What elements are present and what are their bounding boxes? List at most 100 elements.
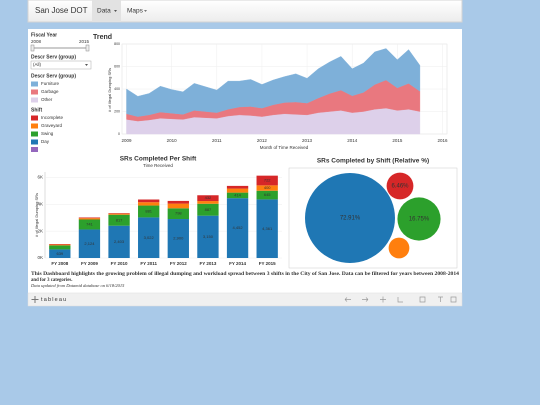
dropdown-value: (All) — [33, 62, 41, 67]
x-tick-label: FY 2014 — [229, 261, 246, 266]
x-tick-label: FY 2013 — [199, 261, 216, 266]
bar-segment — [49, 245, 71, 250]
bar-segment — [256, 175, 278, 186]
x-tick-label: 2011 — [212, 138, 222, 143]
bar-segment — [256, 190, 278, 200]
legend-swatch — [31, 139, 38, 145]
bar-segment — [108, 225, 130, 258]
slider-max: 2015 — [79, 39, 90, 44]
legend-swatch — [31, 115, 38, 121]
bar-segment — [167, 203, 189, 209]
value-label: 2,900 — [173, 236, 184, 241]
bar-segment — [167, 208, 189, 220]
value-label: 2,124 — [84, 241, 95, 246]
value-label: 432 — [205, 195, 212, 200]
logo-mark — [31, 296, 39, 303]
bar-segment — [138, 199, 160, 203]
x-tick-label: FY 2015 — [259, 261, 276, 266]
bar-segment — [49, 244, 71, 245]
x-tick-label: FY 2009 — [81, 261, 98, 266]
toolbar — [27, 292, 463, 307]
filter-title: Fiscal Year — [31, 32, 57, 38]
slider-handle[interactable] — [85, 44, 90, 52]
chart-subtitle: Time Received — [143, 163, 173, 168]
value-label: 414 — [234, 192, 241, 197]
value-label: 645 — [264, 192, 271, 197]
menu-item[interactable]: Data — [97, 8, 111, 15]
x-axis-label: Month of Time Received — [260, 145, 309, 150]
bar-segment — [78, 219, 101, 230]
chart-title: SRs Completed by Shift (Relative %) — [317, 158, 429, 165]
legend-label: Garbage — [41, 89, 59, 94]
legend-label: Graveyard — [41, 123, 63, 128]
y-tick-label: 2K — [37, 228, 43, 233]
dropdown-caret — [85, 64, 88, 66]
bar-segment — [78, 218, 101, 220]
bar-segment — [108, 214, 130, 226]
value-label: 639 — [56, 251, 63, 256]
y-tick-label: 0 — [118, 132, 120, 136]
value-label: 400 — [264, 185, 271, 190]
y-tick-label: 6K — [37, 175, 43, 180]
bubble — [305, 173, 395, 263]
toolbar-icons[interactable] — [344, 296, 457, 303]
bar-segment — [138, 205, 160, 218]
bar-segment — [78, 229, 101, 258]
caret — [114, 10, 117, 12]
bubble-panel — [288, 167, 458, 269]
legend-swatch — [31, 89, 38, 95]
bar-segment — [226, 188, 249, 193]
y-tick-label: 600 — [114, 64, 120, 68]
legend-label: Day — [41, 139, 50, 144]
y-axis-label: # of Illegal Dumping SRs — [107, 68, 112, 112]
bar-segment — [49, 244, 71, 246]
legend-label: Furniture — [41, 81, 60, 86]
bar-segment — [138, 202, 160, 206]
legend-swatch — [31, 97, 38, 103]
bar-segment — [138, 217, 160, 258]
value-label: 72.91% — [340, 216, 361, 222]
legend-label: Swing — [41, 131, 54, 136]
x-tick-label: 2012 — [257, 138, 268, 143]
description: This Dashboard highlights the growing pr… — [31, 272, 460, 277]
value-label: 817 — [116, 217, 123, 222]
y-axis-label: # of Illegal Dumping SRs — [34, 193, 39, 237]
note: Data updated from Datamid database on 6/… — [30, 283, 125, 288]
legend-swatch — [31, 147, 38, 152]
x-tick-label: FY 2012 — [170, 261, 187, 266]
x-tick-label: FY 2008 — [51, 261, 68, 266]
x-tick-label: FY 2011 — [140, 261, 157, 266]
active-menu — [92, 0, 121, 22]
y-tick-label: 0K — [37, 255, 43, 260]
legend-swatch — [31, 123, 38, 129]
bar-segment — [226, 185, 249, 189]
dropdown[interactable] — [30, 60, 92, 70]
x-tick-label: 2010 — [167, 138, 178, 143]
bar-segment — [108, 213, 130, 215]
bar-segment — [197, 215, 219, 258]
y-tick-label: 4K — [37, 201, 43, 206]
slider-min: 2008 — [31, 39, 42, 44]
bar-segment — [197, 203, 219, 216]
logo: tableau — [41, 297, 67, 303]
value-label: 16.75% — [409, 217, 430, 223]
value-label: 881 — [145, 209, 152, 214]
bar-segment — [226, 198, 249, 258]
caret — [144, 10, 147, 12]
x-tick-label: 2015 — [392, 138, 403, 143]
bubble — [397, 197, 441, 241]
chart-title: SRs Completed Per Shift — [120, 156, 197, 163]
value-label: 741 — [86, 222, 93, 227]
legend-label: Other — [41, 97, 53, 102]
menu-item[interactable]: Maps — [127, 8, 144, 15]
value-label: 4,452 — [233, 225, 244, 230]
slider-handle[interactable] — [30, 44, 35, 52]
value-label: 887 — [205, 207, 212, 212]
y-tick-label: 400 — [114, 87, 120, 91]
bar-segment — [256, 185, 278, 191]
area — [126, 48, 421, 117]
value-label: 4,361 — [262, 226, 273, 231]
brand[interactable]: San Jose DOT — [35, 6, 88, 15]
